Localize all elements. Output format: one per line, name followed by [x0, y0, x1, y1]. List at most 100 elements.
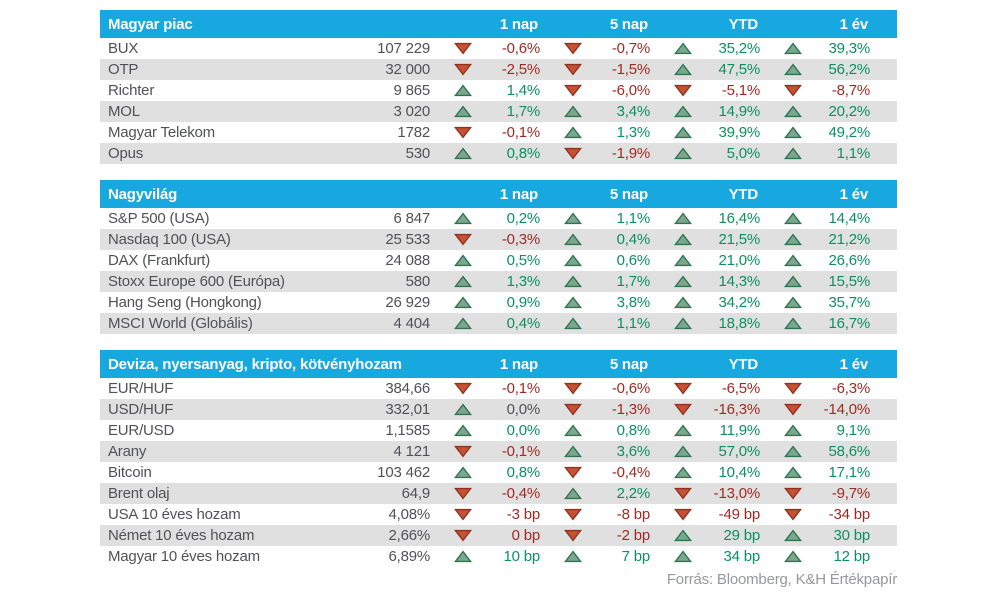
down-triangle-icon: [454, 382, 472, 395]
up-triangle-icon: [564, 487, 582, 500]
up-triangle-icon: [784, 212, 802, 225]
table-row: Hang Seng (Hongkong) 26 929 0,9% 3,8% 34,2% 3…: [100, 292, 897, 313]
down-triangle-icon: [454, 233, 472, 246]
change-cell: 9,1%: [760, 422, 870, 439]
change-value: 39,9%: [718, 124, 760, 141]
change-cell: 14,9%: [650, 103, 760, 120]
change-cell: -6,0%: [540, 82, 650, 99]
table-row: USD/HUF 332,01 0,0% -1,3% -16,3% -14,0%: [100, 399, 897, 420]
change-cell: 10,4%: [650, 464, 760, 481]
change-value: 0 bp: [511, 527, 541, 544]
change-cell: 0,5%: [430, 252, 540, 269]
change-value: 0,5%: [506, 252, 541, 269]
change-value: -0,4%: [611, 464, 650, 481]
table-magyar-piac: Magyar piac 1 nap 5 nap YTD 1 év BUX 107 229 -0…: [100, 10, 897, 164]
change-value: 0,4%: [616, 231, 651, 248]
change-cell: 11,9%: [650, 422, 760, 439]
change-value: 16,7%: [828, 315, 870, 332]
instrument-name: Német 10 éves hozam: [108, 527, 255, 544]
change-cell: -0,1%: [430, 124, 540, 141]
down-triangle-icon: [454, 42, 472, 55]
change-cell: 0,8%: [540, 422, 650, 439]
change-value: 35,7%: [828, 294, 870, 311]
up-triangle-icon: [674, 466, 692, 479]
instrument-value: 25 533: [385, 231, 430, 248]
instrument-value: 103 462: [377, 464, 430, 481]
up-triangle-icon: [784, 317, 802, 330]
table-title: Magyar piac: [108, 15, 193, 33]
column-header-2: 5 nap: [609, 15, 648, 33]
up-triangle-icon: [674, 296, 692, 309]
change-cell: 29 bp: [650, 527, 760, 544]
change-value: -5,1%: [721, 82, 760, 99]
change-value: 15,5%: [828, 273, 870, 290]
change-cell: -0,4%: [430, 485, 540, 502]
up-triangle-icon: [564, 233, 582, 246]
change-cell: 0,0%: [430, 401, 540, 418]
change-cell: -0,1%: [430, 380, 540, 397]
change-value: -34 bp: [828, 506, 871, 523]
instrument-value: 32 000: [385, 61, 430, 78]
up-triangle-icon: [564, 275, 582, 288]
change-value: 14,4%: [828, 210, 870, 227]
change-value: -49 bp: [718, 506, 761, 523]
table-row: Magyar 10 éves hozam 6,89% 10 bp 7 bp 34 bp 1…: [100, 546, 897, 567]
change-value: 0,2%: [506, 210, 541, 227]
change-cell: 47,5%: [650, 61, 760, 78]
column-header-1: 1 nap: [499, 185, 538, 203]
report-tables: Magyar piac 1 nap 5 nap YTD 1 év BUX 107 229 -0…: [100, 10, 897, 567]
instrument-value: 530: [405, 145, 431, 162]
change-cell: -13,0%: [650, 485, 760, 502]
up-triangle-icon: [674, 105, 692, 118]
change-cell: 10 bp: [430, 548, 540, 565]
table-row: Stoxx Europe 600 (Európa) 580 1,3% 1,7% 14,3…: [100, 271, 897, 292]
up-triangle-icon: [454, 254, 472, 267]
up-triangle-icon: [784, 233, 802, 246]
up-triangle-icon: [454, 550, 472, 563]
change-value: -13,0%: [713, 485, 761, 502]
up-triangle-icon: [784, 126, 802, 139]
up-triangle-icon: [784, 529, 802, 542]
up-triangle-icon: [564, 317, 582, 330]
change-cell: -8 bp: [540, 506, 650, 523]
up-triangle-icon: [784, 445, 802, 458]
up-triangle-icon: [674, 212, 692, 225]
down-triangle-icon: [564, 382, 582, 395]
change-cell: 21,0%: [650, 252, 760, 269]
up-triangle-icon: [674, 275, 692, 288]
change-cell: -34 bp: [760, 506, 870, 523]
table-row: Richter 9 865 1,4% -6,0% -5,1% -8,7%: [100, 80, 897, 101]
instrument-value: 64,9: [401, 485, 431, 502]
up-triangle-icon: [454, 212, 472, 225]
change-value: -0,1%: [501, 124, 540, 141]
change-cell: 34,2%: [650, 294, 760, 311]
down-triangle-icon: [674, 487, 692, 500]
up-triangle-icon: [674, 529, 692, 542]
down-triangle-icon: [454, 63, 472, 76]
change-cell: 0,4%: [430, 315, 540, 332]
table-row: OTP 32 000 -2,5% -1,5% 47,5% 56,2%: [100, 59, 897, 80]
instrument-value: 580: [405, 273, 431, 290]
change-value: 14,9%: [718, 103, 760, 120]
change-value: 10,4%: [718, 464, 760, 481]
table-nagyvilag: Nagyvilág 1 nap 5 nap YTD 1 év S&P 500 (USA) 6…: [100, 180, 897, 334]
market-report: Magyar piac 1 nap 5 nap YTD 1 év BUX 107 229 -0…: [100, 10, 897, 588]
table-row: Arany 4 121 -0,1% 3,6% 57,0% 58,6%: [100, 441, 897, 462]
change-value: -0,3%: [501, 231, 540, 248]
change-cell: 7 bp: [540, 548, 650, 565]
down-triangle-icon: [564, 508, 582, 521]
table-row: Opus 530 0,8% -1,9% 5,0% 1,1%: [100, 143, 897, 164]
up-triangle-icon: [784, 424, 802, 437]
change-cell: 15,5%: [760, 273, 870, 290]
up-triangle-icon: [674, 254, 692, 267]
change-cell: -6,5%: [650, 380, 760, 397]
down-triangle-icon: [784, 382, 802, 395]
change-cell: -0,1%: [430, 443, 540, 460]
down-triangle-icon: [674, 508, 692, 521]
change-cell: 58,6%: [760, 443, 870, 460]
down-triangle-icon: [454, 508, 472, 521]
change-value: -6,0%: [611, 82, 650, 99]
table-row: Német 10 éves hozam 2,66% 0 bp -2 bp 29 bp 30…: [100, 525, 897, 546]
source-attribution: Forrás: Bloomberg, K&H Értékpapír: [666, 571, 897, 588]
change-value: 30 bp: [833, 527, 870, 544]
